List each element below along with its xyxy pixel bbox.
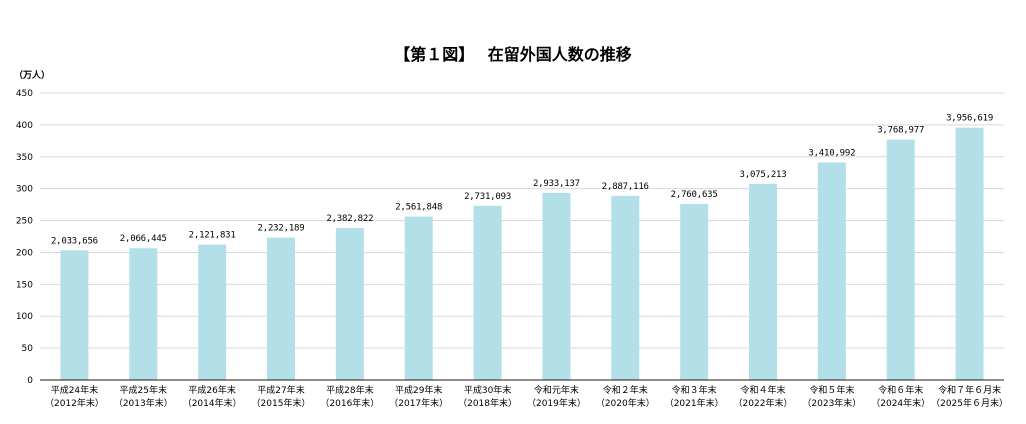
y-axis-ticks: 0 50 100 150 200 250 300 350 400 450: [16, 89, 33, 386]
bar: [749, 183, 777, 380]
bars: [60, 127, 984, 380]
data-label: 2,760,635: [671, 190, 718, 200]
x-tick-sublabel: （2017年末）: [389, 397, 448, 409]
x-tick-sublabel: （2015年末）: [252, 397, 311, 409]
y-tick-label: 300: [16, 185, 33, 195]
y-tick-label: 400: [16, 121, 33, 131]
bar: [267, 237, 295, 380]
data-label: 3,768,977: [877, 126, 924, 136]
x-tick-sublabel: （2024年末）: [871, 397, 930, 409]
bar: [473, 205, 502, 380]
data-label: 2,887,116: [602, 182, 649, 192]
y-tick-label: 0: [27, 376, 33, 386]
data-label: 2,561,848: [395, 203, 442, 213]
bar: [542, 192, 571, 380]
x-tick-label: 令和４年末: [740, 384, 785, 396]
x-tick-sublabel: （2016年末）: [320, 397, 379, 409]
bar: [817, 162, 846, 380]
data-label: 3,075,213: [740, 170, 787, 180]
x-tick-sublabel: （2012年末）: [45, 397, 104, 409]
x-tick-label: 令和元年末: [534, 384, 579, 396]
data-label: 2,033,656: [51, 236, 98, 246]
x-tick-label: 平成24年末: [51, 384, 98, 396]
y-tick-label: 50: [22, 344, 34, 354]
y-axis-unit-label: （万人）: [14, 69, 50, 81]
data-label: 2,933,137: [533, 179, 580, 189]
x-tick-sublabel: （2014年末）: [183, 397, 242, 409]
x-tick-label: 平成27年末: [257, 384, 304, 396]
y-tick-label: 250: [16, 217, 33, 227]
x-tick-label: 令和２年末: [603, 384, 648, 396]
x-tick-label: 平成30年末: [464, 384, 511, 396]
data-label: 2,121,831: [189, 231, 236, 241]
x-tick-label: 平成29年末: [395, 384, 442, 396]
data-label: 3,956,619: [946, 114, 993, 124]
x-tick-sublabel: （2022年末）: [734, 397, 793, 409]
bar: [886, 139, 915, 380]
y-tick-label: 350: [16, 153, 33, 163]
gridlines: [40, 92, 1004, 349]
y-tick-label: 450: [16, 89, 33, 99]
x-tick-label: 令和５年末: [809, 384, 854, 396]
bar: [611, 195, 640, 380]
x-tick-sublabel: （2023年末）: [802, 397, 861, 409]
x-axis-labels: 平成24年末（2012年末） 平成25年末（2013年末） 平成26年末（2014年…: [45, 384, 1008, 409]
data-labels: 2,033,656 2,066,445 2,121,831 2,232,189 2,38…: [51, 114, 993, 247]
y-tick-label: 150: [16, 280, 33, 290]
bar: [129, 248, 158, 380]
x-tick-sublabel: （2021年末）: [665, 397, 724, 409]
x-tick-sublabel: （2025年６月末）: [931, 397, 1008, 409]
x-tick-sublabel: （2018年末）: [458, 397, 517, 409]
bar: [955, 127, 984, 380]
bar: [680, 203, 709, 380]
bar: [404, 216, 433, 380]
x-tick-label: 平成25年末: [120, 384, 167, 396]
y-tick-label: 100: [16, 312, 33, 322]
x-tick-sublabel: （2020年末）: [596, 397, 655, 409]
y-tick-label: 200: [16, 248, 33, 258]
x-tick-label: 令和３年末: [672, 384, 717, 396]
x-tick-label: 平成26年末: [188, 384, 235, 396]
data-label: 2,382,822: [326, 214, 373, 224]
data-label: 2,731,093: [464, 192, 511, 202]
x-tick-sublabel: （2013年末）: [114, 397, 173, 409]
x-tick-label: 平成28年末: [326, 384, 373, 396]
bar: [335, 228, 364, 380]
x-tick-sublabel: （2019年末）: [527, 397, 586, 409]
x-tick-label: 令和６年末: [878, 384, 923, 396]
bar: [198, 244, 227, 380]
data-label: 2,066,445: [120, 234, 167, 244]
chart-title: 【第１図】 在留外国人数の推移: [394, 45, 632, 64]
data-label: 3,410,992: [808, 148, 855, 158]
bar: [60, 250, 89, 380]
data-label: 2,232,189: [258, 224, 305, 234]
x-tick-label: 令和７年６月末: [938, 384, 1001, 396]
